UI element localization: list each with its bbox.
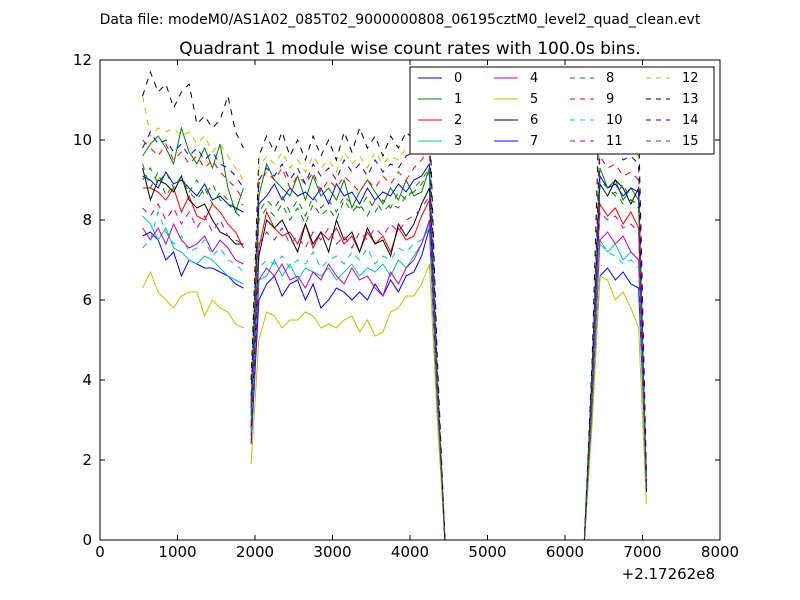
series-14-line — [142, 130, 244, 189]
x-tick-label: 4000 — [391, 543, 429, 561]
legend-label: 15 — [682, 134, 699, 149]
series-11-line — [250, 194, 647, 540]
legend-label: 1 — [454, 92, 462, 107]
legend-label: 7 — [530, 134, 538, 149]
series-1-line — [142, 126, 244, 214]
series-4-line — [250, 219, 647, 540]
series-1-line — [250, 162, 647, 540]
x-tick-label: 8000 — [701, 543, 739, 561]
legend-label: 10 — [606, 113, 623, 128]
legend-entry-10: 10 — [570, 113, 623, 128]
x-offset-label: +2.17262e8 — [622, 565, 715, 583]
series-2-line — [142, 186, 244, 249]
series-12-line — [142, 95, 244, 181]
series-13-line — [142, 70, 244, 149]
series-5-line — [142, 270, 244, 329]
legend-entry-14: 14 — [646, 113, 699, 128]
data-file-suptitle: Data file: modeM0/AS1A02_085T02_90000008… — [100, 12, 701, 28]
series-layer — [142, 70, 647, 540]
legend-label: 8 — [606, 71, 614, 86]
x-tick-label: 3000 — [313, 543, 351, 561]
legend-label: 9 — [606, 92, 614, 107]
chart-title: Quadrant 1 module wise count rates with … — [179, 39, 640, 59]
legend-label: 12 — [682, 71, 699, 86]
legend-entry-3: 3 — [418, 134, 462, 149]
x-tick-label: 5000 — [468, 543, 506, 561]
x-tick-label: 7000 — [623, 543, 661, 561]
series-10-line — [250, 226, 647, 540]
legend-entry-15: 15 — [646, 134, 699, 149]
series-7-line — [250, 162, 647, 540]
legend-label: 13 — [682, 92, 699, 107]
legend-label: 4 — [530, 71, 538, 86]
series-8-line — [142, 163, 244, 209]
legend-label: 6 — [530, 113, 538, 128]
legend-label: 14 — [682, 113, 699, 128]
series-11-line — [142, 202, 244, 245]
y-tick-label: 10 — [73, 131, 92, 149]
x-axis: 0 1000 2000 3000 4000 5000 6000 7000 8000 — [95, 60, 739, 561]
legend-entry-4: 4 — [494, 71, 538, 86]
series-3-line — [142, 215, 244, 285]
series-4-line — [142, 222, 244, 265]
legend-entry-0: 0 — [418, 71, 462, 86]
series-5-line — [250, 263, 647, 540]
series-9-line — [142, 139, 244, 201]
series-3-line — [250, 223, 647, 540]
series-0-line — [250, 227, 647, 540]
legend-label: 2 — [454, 113, 462, 128]
legend-entry-7: 7 — [494, 134, 538, 149]
y-tick-label: 6 — [82, 291, 92, 309]
series-6-line — [142, 167, 244, 245]
y-tick-label: 0 — [82, 531, 92, 549]
legend-entry-2: 2 — [418, 113, 462, 128]
y-tick-label: 12 — [73, 51, 92, 69]
y-tick-label: 2 — [82, 451, 92, 469]
x-tick-label: 2000 — [236, 543, 274, 561]
legend-entry-12: 12 — [646, 71, 699, 86]
series-15-line — [250, 170, 647, 540]
legend-entry-13: 13 — [646, 92, 699, 107]
legend-label: 3 — [454, 134, 462, 149]
series-6-line — [250, 179, 647, 540]
y-tick-label: 4 — [82, 371, 92, 389]
series-10-line — [142, 210, 244, 273]
x-tick-label: 0 — [95, 543, 105, 561]
legend-entry-9: 9 — [570, 92, 614, 107]
legend-label: 0 — [454, 71, 462, 86]
legend-entry-1: 1 — [418, 92, 462, 107]
series-7-line — [142, 170, 244, 213]
legend-label: 11 — [606, 134, 623, 149]
legend-entry-11: 11 — [570, 134, 623, 149]
series-12-line — [250, 119, 647, 540]
series-13-line — [250, 83, 647, 540]
legend-entry-6: 6 — [494, 113, 538, 128]
x-tick-label: 6000 — [546, 543, 584, 561]
legend-frame — [409, 66, 715, 155]
legend-entry-8: 8 — [570, 71, 614, 86]
y-tick-label: 8 — [82, 211, 92, 229]
legend-entry-5: 5 — [494, 92, 538, 107]
x-tick-label: 1000 — [158, 543, 196, 561]
legend-label: 5 — [530, 92, 538, 107]
series-2-line — [250, 199, 647, 540]
